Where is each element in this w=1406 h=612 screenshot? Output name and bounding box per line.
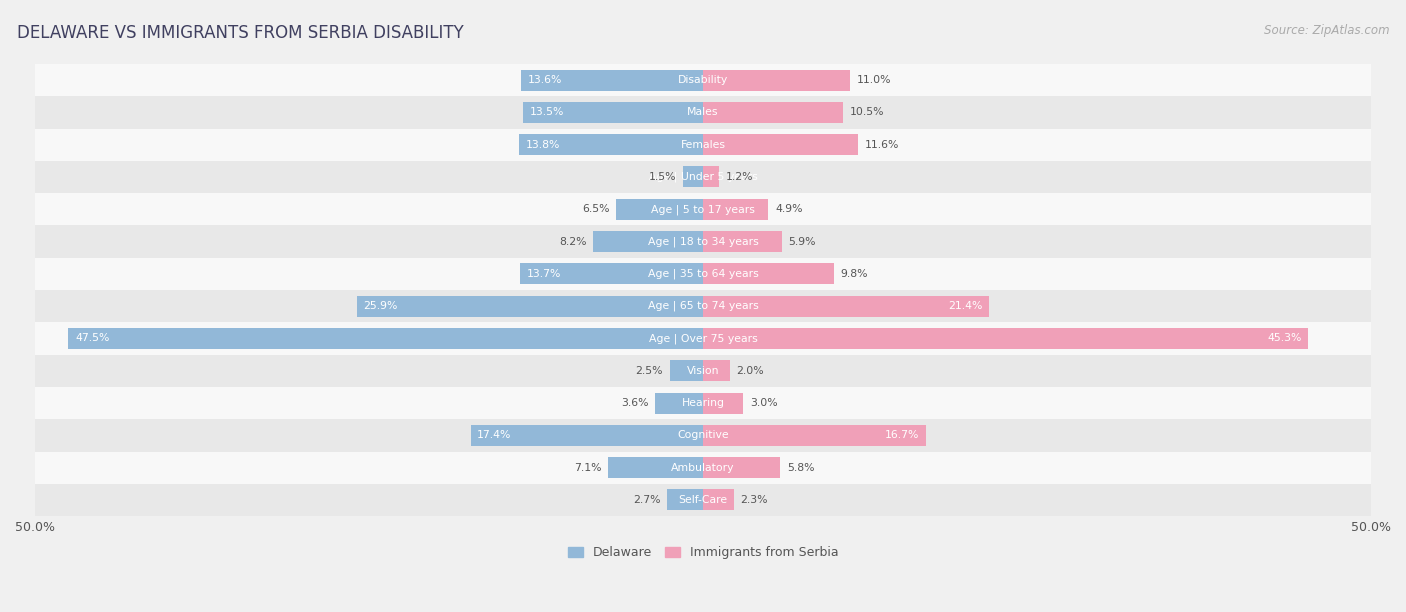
Text: Hearing: Hearing xyxy=(682,398,724,408)
Bar xyxy=(666,490,703,510)
Bar xyxy=(35,484,1371,516)
Bar xyxy=(703,263,834,285)
Text: 11.6%: 11.6% xyxy=(865,140,898,150)
Bar xyxy=(520,263,703,285)
Text: 3.6%: 3.6% xyxy=(620,398,648,408)
Text: Age | 65 to 74 years: Age | 65 to 74 years xyxy=(648,301,758,312)
Text: 9.8%: 9.8% xyxy=(841,269,868,279)
Bar xyxy=(522,70,703,91)
Text: 8.2%: 8.2% xyxy=(560,237,586,247)
Bar xyxy=(703,392,744,414)
Bar xyxy=(35,129,1371,161)
Bar xyxy=(35,419,1371,452)
Text: 21.4%: 21.4% xyxy=(948,301,983,311)
Text: 7.1%: 7.1% xyxy=(574,463,602,472)
Bar xyxy=(471,425,703,446)
Bar xyxy=(35,161,1371,193)
Bar xyxy=(357,296,703,316)
Text: Self-Care: Self-Care xyxy=(679,495,727,505)
Bar xyxy=(703,166,718,187)
Text: 13.7%: 13.7% xyxy=(527,269,561,279)
Bar xyxy=(35,225,1371,258)
Bar xyxy=(35,193,1371,225)
Bar xyxy=(703,328,1308,349)
Bar xyxy=(35,452,1371,484)
Bar xyxy=(35,258,1371,290)
Text: Age | 5 to 17 years: Age | 5 to 17 years xyxy=(651,204,755,215)
Text: 2.5%: 2.5% xyxy=(636,366,662,376)
Text: 13.5%: 13.5% xyxy=(529,107,564,118)
Text: Males: Males xyxy=(688,107,718,118)
Text: 2.0%: 2.0% xyxy=(737,366,763,376)
Text: Source: ZipAtlas.com: Source: ZipAtlas.com xyxy=(1264,24,1389,37)
Text: Age | 18 to 34 years: Age | 18 to 34 years xyxy=(648,236,758,247)
Bar xyxy=(69,328,703,349)
Text: 47.5%: 47.5% xyxy=(75,334,110,343)
Text: 13.6%: 13.6% xyxy=(529,75,562,85)
Bar xyxy=(523,102,703,123)
Text: Cognitive: Cognitive xyxy=(678,430,728,441)
Text: 1.2%: 1.2% xyxy=(725,172,754,182)
Text: Disability: Disability xyxy=(678,75,728,85)
Text: 3.0%: 3.0% xyxy=(749,398,778,408)
Text: Vision: Vision xyxy=(686,366,720,376)
Bar xyxy=(683,166,703,187)
Bar xyxy=(703,425,927,446)
Bar xyxy=(703,360,730,381)
Bar xyxy=(703,457,780,478)
Text: 45.3%: 45.3% xyxy=(1267,334,1302,343)
Legend: Delaware, Immigrants from Serbia: Delaware, Immigrants from Serbia xyxy=(562,541,844,564)
Text: 11.0%: 11.0% xyxy=(856,75,891,85)
Text: 13.8%: 13.8% xyxy=(526,140,560,150)
Text: 25.9%: 25.9% xyxy=(364,301,398,311)
Text: 16.7%: 16.7% xyxy=(884,430,920,441)
Text: 10.5%: 10.5% xyxy=(851,107,884,118)
Text: Ambulatory: Ambulatory xyxy=(671,463,735,472)
Text: 5.9%: 5.9% xyxy=(789,237,815,247)
Text: Females: Females xyxy=(681,140,725,150)
Bar xyxy=(35,64,1371,96)
Text: DELAWARE VS IMMIGRANTS FROM SERBIA DISABILITY: DELAWARE VS IMMIGRANTS FROM SERBIA DISAB… xyxy=(17,24,464,42)
Bar xyxy=(616,199,703,220)
Text: 6.5%: 6.5% xyxy=(582,204,609,214)
Text: 2.3%: 2.3% xyxy=(741,495,768,505)
Text: 4.9%: 4.9% xyxy=(775,204,803,214)
Text: 2.7%: 2.7% xyxy=(633,495,661,505)
Bar xyxy=(703,296,988,316)
Text: Age | Under 5 years: Age | Under 5 years xyxy=(648,172,758,182)
Text: Age | Over 75 years: Age | Over 75 years xyxy=(648,333,758,344)
Bar xyxy=(703,231,782,252)
Bar xyxy=(35,290,1371,323)
Bar xyxy=(703,199,769,220)
Bar xyxy=(703,490,734,510)
Bar xyxy=(35,323,1371,354)
Text: Age | 35 to 64 years: Age | 35 to 64 years xyxy=(648,269,758,279)
Bar xyxy=(609,457,703,478)
Text: 1.5%: 1.5% xyxy=(648,172,676,182)
Bar xyxy=(703,102,844,123)
Bar xyxy=(35,387,1371,419)
Text: 5.8%: 5.8% xyxy=(787,463,814,472)
Bar xyxy=(35,96,1371,129)
Bar xyxy=(703,134,858,155)
Bar xyxy=(669,360,703,381)
Text: 17.4%: 17.4% xyxy=(477,430,512,441)
Bar xyxy=(655,392,703,414)
Bar xyxy=(35,354,1371,387)
Bar xyxy=(519,134,703,155)
Bar xyxy=(593,231,703,252)
Bar xyxy=(703,70,851,91)
